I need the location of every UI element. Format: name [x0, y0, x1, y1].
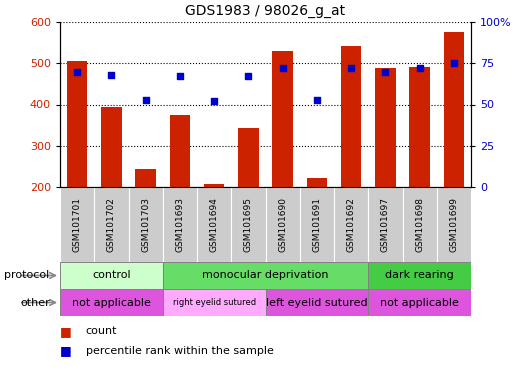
FancyBboxPatch shape — [163, 262, 368, 289]
FancyBboxPatch shape — [300, 187, 334, 262]
Bar — [170, 115, 190, 187]
FancyBboxPatch shape — [60, 289, 163, 316]
Text: GSM101701: GSM101701 — [73, 197, 82, 252]
Point — [107, 72, 115, 78]
FancyBboxPatch shape — [266, 187, 300, 262]
Text: dark rearing: dark rearing — [385, 270, 454, 280]
Bar — [204, 184, 224, 187]
Bar — [101, 108, 122, 187]
FancyBboxPatch shape — [94, 187, 128, 262]
FancyBboxPatch shape — [368, 262, 471, 289]
Bar — [67, 61, 87, 187]
Text: not applicable: not applicable — [380, 298, 459, 308]
Bar — [135, 169, 156, 187]
Point — [381, 68, 389, 74]
FancyBboxPatch shape — [368, 289, 471, 316]
Point — [210, 98, 218, 104]
FancyBboxPatch shape — [368, 187, 403, 262]
Text: ■: ■ — [60, 344, 76, 357]
FancyBboxPatch shape — [60, 187, 94, 262]
Bar — [341, 46, 361, 187]
Text: GSM101691: GSM101691 — [312, 197, 321, 252]
Text: count: count — [86, 326, 117, 336]
Text: percentile rank within the sample: percentile rank within the sample — [86, 346, 273, 356]
FancyBboxPatch shape — [60, 262, 163, 289]
Text: GSM101703: GSM101703 — [141, 197, 150, 252]
Point — [313, 96, 321, 103]
Point — [416, 65, 424, 71]
FancyBboxPatch shape — [163, 289, 266, 316]
Bar — [238, 128, 259, 187]
Text: GSM101692: GSM101692 — [347, 197, 356, 252]
Text: GSM101702: GSM101702 — [107, 197, 116, 252]
FancyBboxPatch shape — [231, 187, 266, 262]
FancyBboxPatch shape — [128, 187, 163, 262]
Point — [450, 60, 458, 66]
FancyBboxPatch shape — [437, 187, 471, 262]
Text: protocol: protocol — [5, 270, 50, 280]
FancyBboxPatch shape — [197, 187, 231, 262]
Text: GSM101697: GSM101697 — [381, 197, 390, 252]
Point — [347, 65, 355, 71]
Point — [279, 65, 287, 71]
Text: GSM101693: GSM101693 — [175, 197, 184, 252]
Title: GDS1983 / 98026_g_at: GDS1983 / 98026_g_at — [185, 4, 346, 18]
Text: GSM101690: GSM101690 — [278, 197, 287, 252]
Point — [176, 73, 184, 79]
Bar — [272, 51, 293, 187]
FancyBboxPatch shape — [266, 289, 368, 316]
Text: monocular deprivation: monocular deprivation — [202, 270, 329, 280]
Text: other: other — [20, 298, 50, 308]
Bar — [307, 178, 327, 187]
Text: right eyelid sutured: right eyelid sutured — [172, 298, 255, 307]
Point — [142, 96, 150, 103]
Text: GSM101698: GSM101698 — [415, 197, 424, 252]
Text: GSM101694: GSM101694 — [210, 197, 219, 252]
FancyBboxPatch shape — [403, 187, 437, 262]
Bar — [375, 68, 396, 187]
Text: GSM101699: GSM101699 — [449, 197, 459, 252]
Text: control: control — [92, 270, 131, 280]
Point — [73, 68, 81, 74]
Text: left eyelid sutured: left eyelid sutured — [266, 298, 368, 308]
Text: GSM101695: GSM101695 — [244, 197, 253, 252]
FancyBboxPatch shape — [163, 187, 197, 262]
Text: ■: ■ — [60, 325, 76, 338]
Bar — [409, 67, 430, 187]
FancyBboxPatch shape — [334, 187, 368, 262]
Bar — [444, 32, 464, 187]
Point — [244, 73, 252, 79]
Text: not applicable: not applicable — [72, 298, 151, 308]
